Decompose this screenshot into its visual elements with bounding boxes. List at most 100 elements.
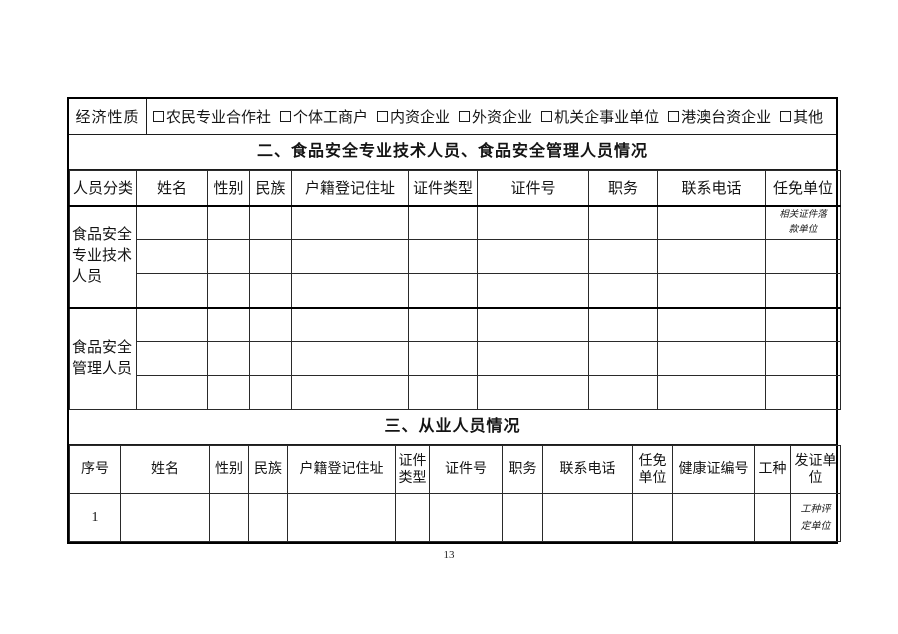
group-label-management-personnel: 食品安全管理人员 xyxy=(69,306,137,410)
input-cell[interactable] xyxy=(287,493,396,542)
input-cell[interactable] xyxy=(657,375,766,410)
input-cell[interactable] xyxy=(408,205,478,240)
input-cell[interactable] xyxy=(502,493,543,542)
column-header-position: 职务 xyxy=(588,170,658,207)
input-cell[interactable] xyxy=(765,273,841,308)
input-cell[interactable] xyxy=(291,306,409,342)
checkbox-option-farmer-coop[interactable]: 农民专业合作社 xyxy=(153,106,271,127)
input-cell[interactable] xyxy=(765,306,841,342)
input-cell[interactable] xyxy=(672,493,755,542)
input-cell[interactable] xyxy=(588,273,658,308)
checkbox-label: 个体工商户 xyxy=(293,110,369,126)
checkbox-option-government-institution[interactable]: 机关企事业单位 xyxy=(541,106,659,127)
input-cell[interactable] xyxy=(408,306,478,342)
section2-title: 二、食品安全专业技术人员、食品安全管理人员情况 xyxy=(69,135,836,170)
registration-form-table: 经济性质 农民专业合作社 个体工商户 内资企业 外资企业 机关企事业单位 港澳台… xyxy=(67,97,841,544)
input-cell[interactable] xyxy=(657,341,766,376)
input-cell[interactable] xyxy=(408,239,478,274)
checkbox-label: 内资企业 xyxy=(390,110,451,126)
input-cell[interactable] xyxy=(408,341,478,376)
column-header-position: 职务 xyxy=(502,445,543,494)
input-cell[interactable] xyxy=(248,493,288,542)
input-cell[interactable] xyxy=(249,375,292,410)
input-cell[interactable] xyxy=(765,341,841,376)
input-cell[interactable] xyxy=(291,273,409,308)
checkbox-icon[interactable] xyxy=(280,111,292,122)
issuing-unit-annotation-cell[interactable]: 工种评 定单位 xyxy=(790,493,841,542)
input-cell[interactable] xyxy=(291,205,409,240)
input-cell[interactable] xyxy=(207,341,250,376)
input-cell[interactable] xyxy=(588,239,658,274)
input-cell[interactable] xyxy=(477,239,589,274)
column-header-gender: 性别 xyxy=(207,170,250,207)
input-cell[interactable] xyxy=(632,493,673,542)
economic-nature-options: 农民专业合作社 个体工商户 内资企业 外资企业 机关企事业单位 港澳台资企业 其… xyxy=(147,99,836,134)
input-cell[interactable] xyxy=(249,341,292,376)
checkbox-option-individual-business[interactable]: 个体工商户 xyxy=(280,106,368,127)
column-header-registered-address: 户籍登记住址 xyxy=(287,445,396,494)
checkbox-icon[interactable] xyxy=(153,111,164,122)
input-cell[interactable] xyxy=(588,375,658,410)
input-cell[interactable] xyxy=(588,306,658,342)
input-cell[interactable] xyxy=(477,375,589,410)
input-cell[interactable] xyxy=(408,375,478,410)
checkbox-icon[interactable] xyxy=(377,111,389,122)
input-cell[interactable] xyxy=(429,493,503,542)
input-cell[interactable] xyxy=(136,375,208,410)
annotation-line: 款单位 xyxy=(788,224,818,235)
input-cell[interactable] xyxy=(207,375,250,410)
input-cell[interactable] xyxy=(207,273,250,308)
input-cell[interactable] xyxy=(291,239,409,274)
input-cell[interactable] xyxy=(249,306,292,342)
input-cell[interactable] xyxy=(291,341,409,376)
checkbox-icon[interactable] xyxy=(459,111,471,122)
appointing-unit-annotation-cell[interactable]: 相关证件落 款单位 xyxy=(765,205,841,240)
column-header-phone: 联系电话 xyxy=(542,445,633,494)
input-cell[interactable] xyxy=(249,205,292,240)
input-cell[interactable] xyxy=(136,239,208,274)
input-cell[interactable] xyxy=(657,239,766,274)
checkbox-option-domestic-enterprise[interactable]: 内资企业 xyxy=(377,106,450,127)
input-cell[interactable] xyxy=(765,239,841,274)
column-header-registered-address: 户籍登记住址 xyxy=(291,170,409,207)
annotation-line: 定单位 xyxy=(800,520,831,532)
table-row: 食品安全管理人员 xyxy=(69,306,841,410)
input-cell[interactable] xyxy=(657,273,766,308)
table-row: 食品安全专业技术人员 相关证件落 款单位 xyxy=(69,205,841,308)
input-cell[interactable] xyxy=(207,239,250,274)
input-cell[interactable] xyxy=(291,375,409,410)
input-cell[interactable] xyxy=(657,205,766,240)
input-cell[interactable] xyxy=(588,341,658,376)
checkbox-icon[interactable] xyxy=(780,111,792,122)
input-cell[interactable] xyxy=(477,205,589,240)
column-header-ethnicity: 民族 xyxy=(249,170,292,207)
input-cell[interactable] xyxy=(136,306,208,342)
input-cell[interactable] xyxy=(136,273,208,308)
input-cell[interactable] xyxy=(207,205,250,240)
input-cell[interactable] xyxy=(249,273,292,308)
input-cell[interactable] xyxy=(588,205,658,240)
input-cell[interactable] xyxy=(765,375,841,410)
input-cell[interactable] xyxy=(477,273,589,308)
checkbox-option-other[interactable]: 其他 xyxy=(780,106,823,127)
input-cell[interactable] xyxy=(477,306,589,342)
input-cell[interactable] xyxy=(136,205,208,240)
input-cell[interactable] xyxy=(136,341,208,376)
table-row xyxy=(70,273,841,308)
input-cell[interactable] xyxy=(408,273,478,308)
checkbox-option-foreign-enterprise[interactable]: 外资企业 xyxy=(459,106,532,127)
input-cell[interactable] xyxy=(542,493,633,542)
checkbox-icon[interactable] xyxy=(541,111,553,122)
checkbox-option-hk-macao-taiwan[interactable]: 港澳台资企业 xyxy=(668,106,771,127)
annotation-line: 相关证件落 xyxy=(779,209,827,220)
input-cell[interactable] xyxy=(207,306,250,342)
checkbox-icon[interactable] xyxy=(668,111,680,122)
input-cell[interactable] xyxy=(249,239,292,274)
input-cell[interactable] xyxy=(395,493,430,542)
column-header-serial-number: 序号 xyxy=(69,445,121,494)
input-cell[interactable] xyxy=(120,493,210,542)
input-cell[interactable] xyxy=(477,341,589,376)
input-cell[interactable] xyxy=(657,306,766,342)
input-cell[interactable] xyxy=(754,493,791,542)
input-cell[interactable] xyxy=(209,493,249,542)
